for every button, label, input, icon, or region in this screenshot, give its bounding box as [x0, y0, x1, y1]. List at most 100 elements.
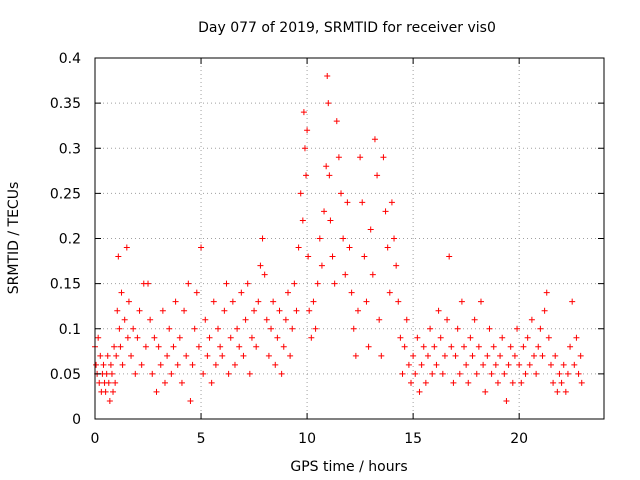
data-point: [318, 262, 325, 269]
data-point: [516, 361, 523, 368]
x-tick-label: 20: [510, 431, 528, 447]
y-tick-label: 0: [72, 412, 81, 428]
data-point: [509, 379, 516, 386]
data-point: [229, 298, 236, 305]
data-point: [486, 325, 493, 332]
data-point: [278, 370, 285, 377]
data-point: [342, 271, 349, 278]
data-point: [244, 280, 251, 287]
data-point: [397, 334, 404, 341]
data-point: [263, 316, 270, 323]
data-point: [494, 379, 501, 386]
data-point: [204, 352, 211, 359]
data-point: [219, 352, 226, 359]
x-axis-label: GPS time / hours: [290, 459, 407, 475]
data-point: [280, 343, 287, 350]
data-point: [395, 298, 402, 305]
data-point: [511, 352, 518, 359]
data-point: [533, 370, 540, 377]
data-point: [499, 334, 506, 341]
data-point: [531, 352, 538, 359]
data-point: [331, 280, 338, 287]
data-point: [114, 307, 121, 314]
data-point: [350, 325, 357, 332]
data-point: [236, 343, 243, 350]
y-tick-label: 0.3: [59, 141, 81, 157]
data-point: [363, 298, 370, 305]
data-point: [333, 118, 340, 125]
data-point: [242, 316, 249, 323]
data-point: [297, 190, 304, 197]
data-point: [136, 307, 143, 314]
data-point: [147, 316, 154, 323]
data-point: [497, 352, 504, 359]
data-point: [112, 379, 119, 386]
data-point: [448, 343, 455, 350]
data-point: [380, 154, 387, 161]
data-point: [354, 307, 361, 314]
data-point: [170, 343, 177, 350]
data-point: [545, 334, 552, 341]
y-tick-label: 0.1: [59, 322, 81, 338]
data-point: [376, 316, 383, 323]
data-point: [537, 325, 544, 332]
data-point: [193, 289, 200, 296]
x-axis-tick-labels: 0 5 10 15 20: [91, 431, 529, 447]
data-point: [427, 325, 434, 332]
data-point: [484, 352, 491, 359]
data-point: [446, 253, 453, 260]
data-point: [287, 352, 294, 359]
data-point: [107, 361, 114, 368]
data-point: [492, 361, 499, 368]
data-point: [225, 370, 232, 377]
data-point: [172, 298, 179, 305]
data-point: [276, 307, 283, 314]
data-point: [240, 352, 247, 359]
data-point: [338, 190, 345, 197]
data-point: [234, 325, 241, 332]
data-point: [303, 172, 310, 179]
data-point: [153, 388, 160, 395]
data-point: [386, 289, 393, 296]
data-point: [117, 343, 124, 350]
data-point: [556, 370, 563, 377]
data-point: [554, 388, 561, 395]
data-point: [477, 298, 484, 305]
data-point: [501, 370, 508, 377]
data-point: [541, 307, 548, 314]
data-point: [560, 361, 567, 368]
data-point: [268, 325, 275, 332]
data-point: [95, 334, 102, 341]
data-point: [391, 235, 398, 242]
data-point: [327, 217, 334, 224]
data-point: [431, 343, 438, 350]
data-point: [348, 289, 355, 296]
data-point: [96, 379, 103, 386]
data-point: [367, 226, 374, 233]
data-point: [149, 370, 156, 377]
data-point: [550, 379, 557, 386]
data-point: [227, 334, 234, 341]
data-point: [374, 172, 381, 179]
data-point: [110, 388, 117, 395]
data-point: [265, 352, 272, 359]
data-point: [552, 352, 559, 359]
data-point: [124, 334, 131, 341]
data-point: [212, 361, 219, 368]
data-point: [168, 370, 175, 377]
y-tick-label: 0.35: [50, 96, 81, 112]
y-tick-label: 0.4: [59, 51, 81, 67]
data-point: [429, 370, 436, 377]
y-tick-label: 0.2: [59, 232, 81, 248]
data-point: [166, 325, 173, 332]
data-point: [326, 172, 333, 179]
y-tick-label: 0.15: [50, 277, 81, 293]
data-point: [410, 352, 417, 359]
data-point: [461, 343, 468, 350]
data-point: [482, 388, 489, 395]
data-point: [414, 334, 421, 341]
data-point: [522, 370, 529, 377]
data-point: [454, 325, 461, 332]
data-point: [282, 316, 289, 323]
data-point: [221, 307, 228, 314]
